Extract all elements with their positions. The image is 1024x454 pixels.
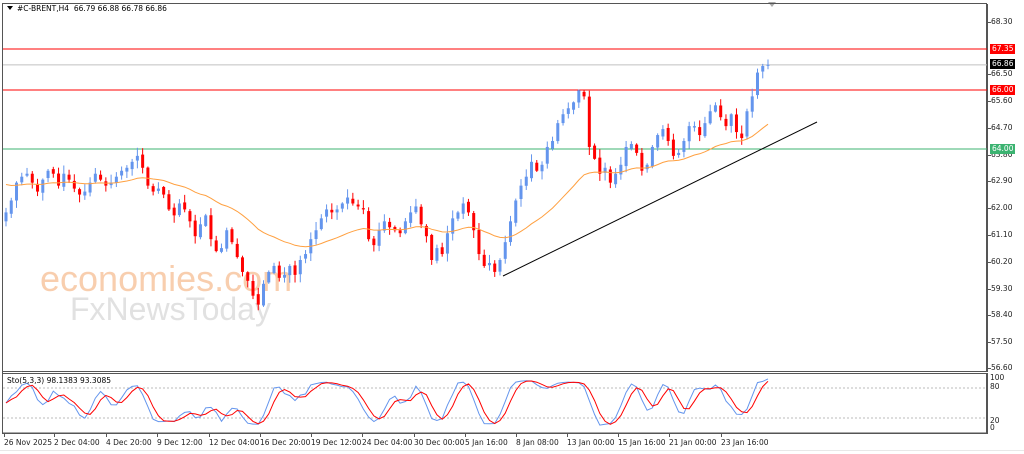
stochastic-tick-label: 80 bbox=[990, 382, 1000, 391]
moving-average-line bbox=[5, 123, 769, 248]
watermark-economies: economies.com bbox=[40, 258, 293, 299]
time-tick-label: 9 Dec 12:00 bbox=[157, 434, 203, 447]
time-tick-label: 12 Dec 04:00 bbox=[209, 434, 260, 447]
stochastic-label: Sto(5,3,3) 98.1383 93.3085 bbox=[7, 376, 112, 385]
time-tick-label: 23 Jan 16:00 bbox=[721, 434, 769, 447]
bottom-divider bbox=[0, 450, 1024, 451]
stochastic-signal-line bbox=[5, 380, 769, 425]
ascending-trendline[interactable] bbox=[502, 121, 818, 277]
price-tick-label: 58.40 bbox=[987, 310, 1013, 319]
price-tick-label: 61.10 bbox=[987, 230, 1013, 239]
price-tick-label: 60.20 bbox=[987, 257, 1013, 266]
symbol-header: #C-BRENT,H4 66.79 66.88 66.78 66.86 bbox=[7, 4, 167, 13]
stochastic-main-line bbox=[5, 378, 769, 426]
time-tick-label: 24 Dec 04:00 bbox=[362, 434, 413, 447]
time-tick-label: 8 Jan 08:00 bbox=[516, 434, 559, 447]
pane-separator[interactable] bbox=[3, 371, 988, 374]
stochastic-tick-label: 0 bbox=[990, 423, 995, 432]
stochastic-tick-label: 20 bbox=[990, 416, 1000, 425]
price-tick-label: 62.00 bbox=[987, 203, 1013, 212]
time-tick-label: 2 Dec 04:00 bbox=[54, 434, 100, 447]
price-tick-label: 68.30 bbox=[987, 17, 1013, 26]
price-tick-label: 59.30 bbox=[987, 284, 1013, 293]
time-tick-label: 4 Dec 20:00 bbox=[106, 434, 152, 447]
watermark-fxnewstoday: FxNewsToday bbox=[70, 291, 271, 327]
price-level-badge: 66.00 bbox=[990, 85, 1016, 95]
price-tick-label: 56.60 bbox=[987, 363, 1013, 372]
price-tick-label: 65.60 bbox=[987, 96, 1013, 105]
time-tick-label: 5 Jan 16:00 bbox=[465, 434, 508, 447]
stochastic-tick-label: 100 bbox=[990, 373, 1005, 382]
time-tick-label: 26 Nov 2025 bbox=[4, 434, 53, 447]
price-level-badge: 64.00 bbox=[990, 144, 1016, 154]
price-tick-label: 66.50 bbox=[987, 69, 1013, 78]
chart-shift-marker[interactable] bbox=[768, 2, 776, 7]
symbol-name: #C-BRENT,H4 bbox=[17, 4, 70, 13]
collapse-triangle-icon[interactable] bbox=[7, 6, 13, 10]
price-tick-label: 63.80 bbox=[987, 150, 1013, 159]
price-level-badge: 66.86 bbox=[990, 59, 1016, 69]
time-tick-label: 19 Dec 12:00 bbox=[311, 434, 362, 447]
time-tick-label: 13 Jan 00:00 bbox=[567, 434, 615, 447]
price-level-badge: 67.35 bbox=[990, 44, 1016, 54]
time-tick-label: 15 Jan 16:00 bbox=[618, 434, 666, 447]
price-tick-label: 57.50 bbox=[987, 337, 1013, 346]
time-tick-label: 16 Dec 20:00 bbox=[260, 434, 311, 447]
time-tick-label: 30 Dec 00:00 bbox=[414, 434, 465, 447]
price-tick-label: 64.70 bbox=[987, 123, 1013, 132]
candles bbox=[4, 59, 770, 311]
time-tick-label: 21 Jan 00:00 bbox=[669, 434, 717, 447]
price-tick-label: 62.90 bbox=[987, 176, 1013, 185]
ohlc-values: 66.79 66.88 66.78 66.86 bbox=[73, 4, 167, 13]
